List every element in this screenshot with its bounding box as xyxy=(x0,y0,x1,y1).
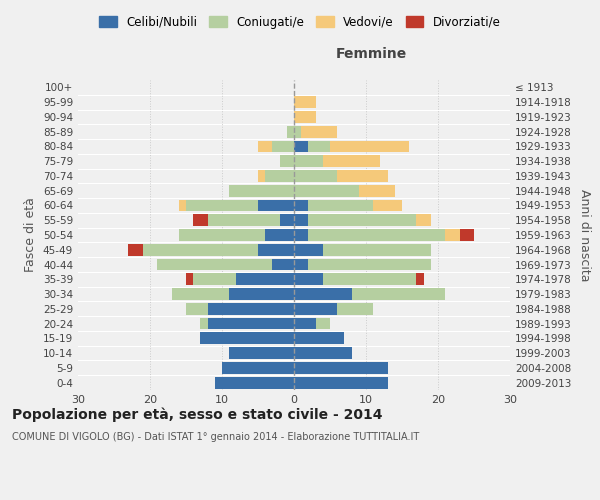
Bar xyxy=(294,111,316,123)
Bar xyxy=(172,288,229,300)
Bar xyxy=(272,258,294,270)
Bar xyxy=(215,376,294,388)
Bar xyxy=(258,244,294,256)
Bar xyxy=(330,140,409,152)
Bar xyxy=(294,362,388,374)
Bar xyxy=(294,332,344,344)
Bar xyxy=(229,347,294,359)
Bar xyxy=(179,200,186,211)
Bar xyxy=(416,274,424,285)
Bar xyxy=(179,229,265,241)
Bar xyxy=(308,140,330,152)
Bar xyxy=(193,214,208,226)
Bar xyxy=(323,156,380,167)
Bar xyxy=(186,200,258,211)
Bar xyxy=(294,258,308,270)
Bar xyxy=(323,274,416,285)
Bar xyxy=(294,200,308,211)
Bar xyxy=(308,258,431,270)
Bar xyxy=(294,244,323,256)
Bar xyxy=(265,229,294,241)
Bar xyxy=(308,214,416,226)
Bar xyxy=(294,126,301,138)
Text: Popolazione per età, sesso e stato civile - 2014: Popolazione per età, sesso e stato civil… xyxy=(12,408,383,422)
Bar xyxy=(294,303,337,314)
Bar xyxy=(337,303,373,314)
Bar xyxy=(294,156,323,167)
Bar xyxy=(294,288,352,300)
Legend: Celibi/Nubili, Coniugati/e, Vedovi/e, Divorziati/e: Celibi/Nubili, Coniugati/e, Vedovi/e, Di… xyxy=(95,11,505,34)
Bar xyxy=(200,318,208,330)
Bar xyxy=(294,140,308,152)
Bar xyxy=(280,156,294,167)
Bar xyxy=(200,332,294,344)
Bar xyxy=(186,274,193,285)
Bar xyxy=(193,274,236,285)
Bar xyxy=(294,347,352,359)
Bar xyxy=(265,170,294,182)
Bar xyxy=(280,214,294,226)
Y-axis label: Fasce di età: Fasce di età xyxy=(25,198,37,272)
Bar xyxy=(294,185,359,196)
Bar xyxy=(294,170,337,182)
Bar xyxy=(316,318,330,330)
Bar xyxy=(460,229,474,241)
Bar xyxy=(352,288,445,300)
Bar xyxy=(236,274,294,285)
Bar xyxy=(229,185,294,196)
Bar xyxy=(143,244,258,256)
Bar xyxy=(301,126,337,138)
Bar xyxy=(186,303,208,314)
Bar xyxy=(258,170,265,182)
Bar xyxy=(294,318,316,330)
Bar xyxy=(208,214,280,226)
Bar xyxy=(287,126,294,138)
Bar xyxy=(294,376,388,388)
Bar xyxy=(294,274,323,285)
Bar xyxy=(128,244,143,256)
Text: COMUNE DI VIGOLO (BG) - Dati ISTAT 1° gennaio 2014 - Elaborazione TUTTITALIA.IT: COMUNE DI VIGOLO (BG) - Dati ISTAT 1° ge… xyxy=(12,432,419,442)
Bar xyxy=(294,229,308,241)
Bar xyxy=(308,200,373,211)
Bar xyxy=(294,96,316,108)
Bar xyxy=(337,170,388,182)
Bar xyxy=(416,214,431,226)
Bar xyxy=(258,140,272,152)
Bar xyxy=(373,200,402,211)
Bar xyxy=(208,318,294,330)
Bar xyxy=(359,185,395,196)
Bar xyxy=(258,200,294,211)
Bar xyxy=(308,229,445,241)
Text: Femmine: Femmine xyxy=(336,48,407,62)
Bar xyxy=(445,229,460,241)
Bar xyxy=(229,288,294,300)
Bar xyxy=(222,362,294,374)
Bar xyxy=(208,303,294,314)
Bar xyxy=(272,140,294,152)
Bar xyxy=(323,244,431,256)
Y-axis label: Anni di nascita: Anni di nascita xyxy=(578,188,591,281)
Bar xyxy=(294,214,308,226)
Bar xyxy=(157,258,272,270)
